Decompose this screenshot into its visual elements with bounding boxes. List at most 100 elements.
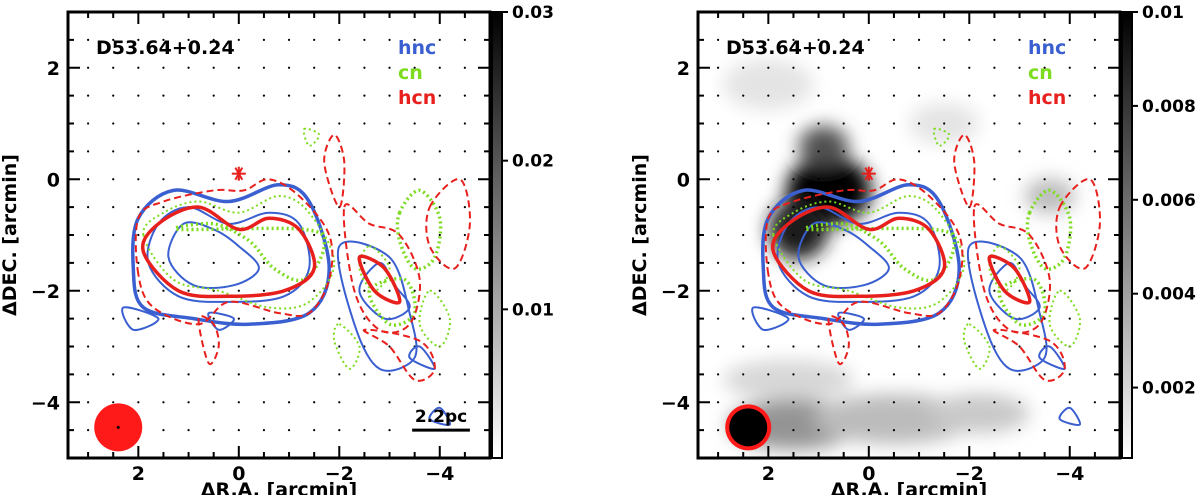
colorbar-tick-label: 0.01 [1142,3,1184,23]
x-tick-label: −2 [955,463,984,485]
grid-dot [792,38,795,41]
grid-dot [363,38,366,41]
cn-contour [173,221,327,283]
grid-dot [313,373,316,376]
grid-dot [463,289,466,292]
grid-dot [86,289,90,292]
grid-dot [187,233,190,237]
grid-dot [162,206,165,209]
grid-dot [1093,261,1096,264]
source-label: D53.64+0.24 [726,37,865,59]
grid-dot [313,401,316,404]
grid-dot [162,233,165,237]
grid-dot [313,122,316,125]
grid-dot [1093,150,1096,153]
grid-dot [438,206,441,209]
grid-dot [943,178,946,181]
grid-dot [716,373,720,376]
grid-dot [867,373,870,376]
hnc-contour [988,261,1041,321]
grid-dot [892,289,896,292]
grid-dot [767,233,770,237]
grid-dot [388,66,391,69]
grid-dot [313,345,316,348]
grid-dot [917,178,921,181]
cn-contour [772,195,966,310]
grid-dot [993,373,996,376]
grid-dot [842,317,845,320]
grid-dot [313,317,316,320]
grid-dot [867,345,870,348]
grid-dot [237,94,240,97]
grid-dot [1093,122,1096,125]
grid-dot [313,178,316,181]
grid-dot [137,233,140,237]
grid-dot [112,66,115,69]
hcn-contour [953,133,976,209]
grid-dot [262,94,266,97]
grid-dot [463,373,466,376]
grid-dot [867,94,870,97]
grid-dot [917,94,921,97]
colorbar [491,11,503,459]
grid-dot [1018,429,1021,432]
grid-dot [137,289,140,292]
grid-dot [792,66,795,69]
grid-dot [742,178,745,181]
grid-dot [792,94,795,97]
grid-dot [943,122,946,125]
grid-dot [817,261,820,264]
grid-dot [742,289,745,292]
grid-dot [1068,401,1071,404]
grid-dot [287,233,291,237]
grid-dot [817,94,820,97]
grid-dot [137,66,140,69]
beam [729,408,768,447]
grid-dot [917,345,921,348]
grid-dot [313,94,316,97]
grid-dot [1093,317,1096,320]
grid-dot [1043,122,1046,125]
colorbar-tick-label: 0.004 [1142,285,1196,305]
hcn-contour [425,178,471,270]
hnc-contour [146,206,311,303]
grid-dot [892,317,896,320]
grid-dot [767,94,770,97]
colorbar [1121,11,1133,459]
ticks [68,12,490,458]
grid-dot [187,401,190,404]
panel-1: 2.2pc 2 0 −2 −4 2 0 −2 −4 ΔR.A. [arcmin] ΔDEC. [ar… [0,3,554,495]
grid-dot [237,122,240,125]
grid-dot [892,401,896,404]
grid-dot [1093,206,1096,209]
grid-dot [187,178,190,181]
grid-dot [463,66,466,69]
cn-contour [367,276,417,327]
grid-dot [993,94,996,97]
grid-dot [1043,206,1046,209]
grid-dot [767,289,770,292]
grid-dot [1068,206,1071,209]
grid-dot [767,373,770,376]
grid-dot [162,289,165,292]
grid-dot [968,345,971,348]
grid-dot [1043,94,1046,97]
peak-marker [231,166,246,181]
y-tick-label: −4 [31,392,60,414]
grid-dot [742,150,745,153]
grid-dot [363,122,366,125]
grid-dot [968,66,971,69]
grid-dot [262,289,266,292]
grid-dot [716,317,720,320]
contours [121,127,471,426]
hnc-contour [167,221,260,289]
y-axis-title: ΔDEC. [arcmin] [629,154,651,316]
grid-dot [968,122,971,125]
grid-dot [413,94,416,97]
grid-dot [287,94,291,97]
x-tick-label: −4 [1055,463,1084,485]
grid-dot [968,233,971,237]
grid-dot [842,401,845,404]
grid-dot [1043,38,1046,41]
grid-dot [968,429,971,432]
